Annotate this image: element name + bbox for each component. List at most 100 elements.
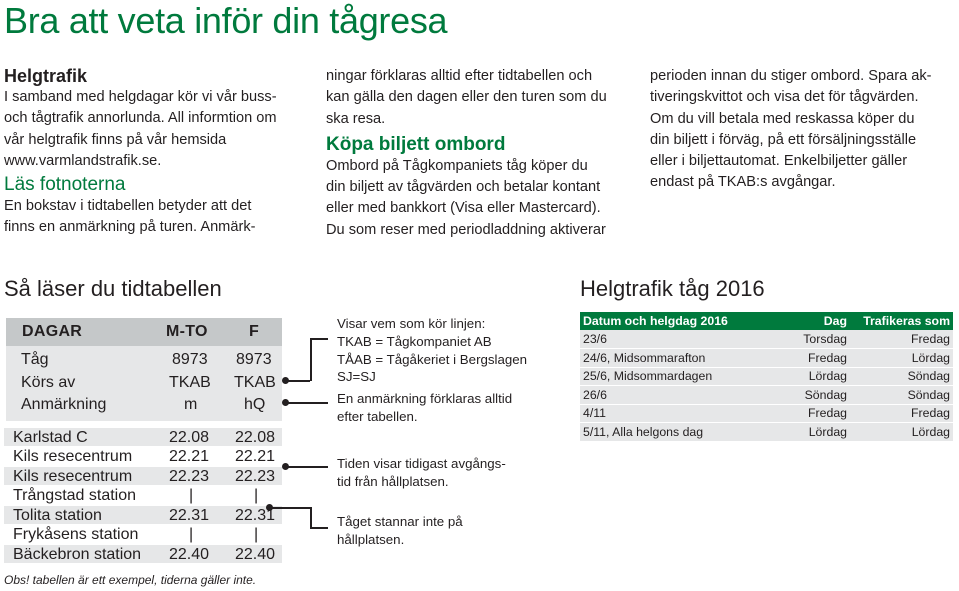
table-row: 26/6 Söndag Söndag <box>580 385 953 405</box>
cell-datum: 5/11, Alla helgons dag <box>580 422 770 442</box>
connector-dot <box>282 399 289 406</box>
cell-trafikeras: Söndag <box>850 367 953 386</box>
header-f: F <box>249 323 260 340</box>
note-operator: Visar vem som kör linjen: TKAB = Tågkomp… <box>337 315 527 386</box>
info-row-kors-av: Körs av TKAB TKAB <box>6 372 282 395</box>
heading-kopa-biljett: Köpa biljett ombord <box>326 133 506 155</box>
cell-m-to: m <box>184 396 198 413</box>
station-name: Kils resecentrum <box>13 448 133 465</box>
time-m-to: | <box>189 526 194 543</box>
connector-dot <box>266 504 273 511</box>
text-line: vår helgtrafik finns på vår hemsida <box>4 131 227 148</box>
station-name: Tolita station <box>13 506 102 524</box>
paragraph-kopa-biljett: Ombord på Tågkompaniets tåg köper du din… <box>326 156 636 241</box>
website-link-text[interactable]: www.varmlandstrafik.se. <box>4 152 162 169</box>
note-line: efter tabellen. <box>337 408 418 424</box>
text-line: I samband med helgdagar kör vi vår buss- <box>4 89 277 105</box>
note-line: TÅAB = Tågåkeriet i Bergslagen <box>337 351 528 367</box>
section-title-helgtrafik: Helgtrafik tåg 2016 <box>580 276 765 301</box>
connector-dot <box>282 463 289 470</box>
time-f: 22.21 <box>235 448 276 465</box>
info-column-2: ningar förklaras alltid efter tidtabelle… <box>326 66 636 241</box>
text-line: finns en anmärkning på turen. Anmärk- <box>4 219 256 236</box>
connector-line <box>286 380 310 382</box>
station-row: Bäckebron station 22.40 22.40 <box>4 543 282 563</box>
text-line: Ombord på Tågkompaniets tåg köper du <box>326 157 588 174</box>
cell-datum: 26/6 <box>580 385 770 405</box>
note-no-stop: Tåget stannar inte på hållplatsen. <box>337 513 463 549</box>
station-name: Bäckebron station <box>13 545 142 563</box>
station-name: Trångstad station <box>13 487 137 504</box>
station-row: Kils resecentrum 22.23 22.23 <box>4 465 282 485</box>
station-row: Trångstad station | | <box>4 485 282 505</box>
station-row: Frykåsens station | | <box>4 524 282 544</box>
station-name: Frykåsens station <box>13 526 139 543</box>
note-anmarkning: En anmärkning förklaras alltid efter tab… <box>337 390 512 426</box>
cell-trafikeras: Fredag <box>850 330 953 349</box>
table-row: 5/11, Alla helgons dag Lördag Lördag <box>580 422 953 442</box>
note-line: SJ=SJ <box>337 369 376 385</box>
table-row: 4/11 Fredag Fredag <box>580 404 953 423</box>
helgtrafik-table: Datum och helgdag 2016 Dag Trafikeras so… <box>580 312 953 442</box>
cell-dag: Lördag <box>770 422 850 442</box>
table-row: 23/6 Torsdag Fredag <box>580 330 953 349</box>
time-m-to: 22.31 <box>169 506 210 524</box>
table-header-row: Datum och helgdag 2016 Dag Trafikeras so… <box>580 312 953 330</box>
sample-timetable: DAGAR M-TO F Tåg 8973 8973 Körs av TKAB … <box>4 318 282 563</box>
note-line: hållplatsen. <box>337 531 405 547</box>
text-line: din biljett i förväg, på ett försäljning… <box>650 131 917 148</box>
note-time: Tiden visar tidigast avgångs- tid från h… <box>337 455 506 491</box>
time-f: | <box>254 526 259 543</box>
note-line: Tåget stannar inte på <box>337 514 463 529</box>
note-line: tid från hållplatsen. <box>337 473 449 489</box>
time-m-to: | <box>189 487 194 504</box>
connector-line <box>310 507 312 528</box>
cell-trafikeras: Lördag <box>850 348 953 368</box>
cell-dag: Fredag <box>770 348 850 368</box>
cell-dag: Torsdag <box>770 330 850 349</box>
time-m-to: 22.08 <box>169 428 210 446</box>
time-f: | <box>254 487 259 504</box>
time-m-to: 22.23 <box>169 467 210 485</box>
connector-line <box>310 338 312 381</box>
cell-dag: Söndag <box>770 385 850 405</box>
text-line: din biljett av tågvärden och betalar kon… <box>326 179 601 196</box>
connector-dot <box>282 377 289 384</box>
info-row-tag: Tåg 8973 8973 <box>6 349 282 372</box>
time-f: 22.08 <box>235 428 276 446</box>
info-column-3: perioden innan du stiger ombord. Spara a… <box>650 66 955 194</box>
text-line: ska resa. <box>326 110 386 127</box>
text-line: och tågtrafik annorlunda. All informtion… <box>4 110 277 127</box>
cell-m-to: 8973 <box>172 351 208 368</box>
note-line: Visar vem som kör linjen: <box>337 316 486 331</box>
cell-f: hQ <box>244 396 266 413</box>
time-m-to: 22.21 <box>169 448 210 465</box>
station-row: Karlstad C 22.08 22.08 <box>4 426 282 446</box>
paragraph-anmarkning-cont: ningar förklaras alltid efter tidtabelle… <box>326 66 636 130</box>
section-title-read-timetable: Så läser du tidtabellen <box>4 276 222 301</box>
cell-trafikeras: Söndag <box>850 385 953 405</box>
note-line: TKAB = Tågkompaniet AB <box>337 333 492 349</box>
connector-line <box>310 338 328 340</box>
text-line: Du som reser med periodladdning aktivera… <box>326 221 606 238</box>
header-trafikeras-som: Trafikeras som <box>850 312 953 330</box>
header-dag: Dag <box>770 312 850 330</box>
cell-f: TKAB <box>234 373 276 391</box>
cell-m-to: TKAB <box>169 373 211 391</box>
cell-trafikeras: Lördag <box>850 422 953 442</box>
time-f: 22.23 <box>235 467 276 485</box>
connector-line <box>286 402 328 404</box>
connector-line <box>270 507 310 509</box>
timetable-info-block: Tåg 8973 8973 Körs av TKAB TKAB Anmärkni… <box>6 346 282 421</box>
text-line: eller med bankkort (Visa eller Mastercar… <box>326 200 601 217</box>
info-row-anmarkning: Anmärkning m hQ <box>6 394 282 417</box>
cell-f: 8973 <box>236 351 272 368</box>
text-line: eller i biljettautomat. Enkelbiljetter g… <box>650 153 908 170</box>
time-f: 22.31 <box>235 506 276 524</box>
table-row: 24/6, Midsommarafton Fredag Lördag <box>580 348 953 368</box>
row-label: Anmärkning <box>21 396 107 413</box>
text-line: En bokstav i tidtabellen betyder att det <box>4 198 252 215</box>
connector-line <box>310 527 328 529</box>
cell-datum: 24/6, Midsommarafton <box>580 348 770 368</box>
station-row: Kils resecentrum 22.21 22.21 <box>4 446 282 466</box>
